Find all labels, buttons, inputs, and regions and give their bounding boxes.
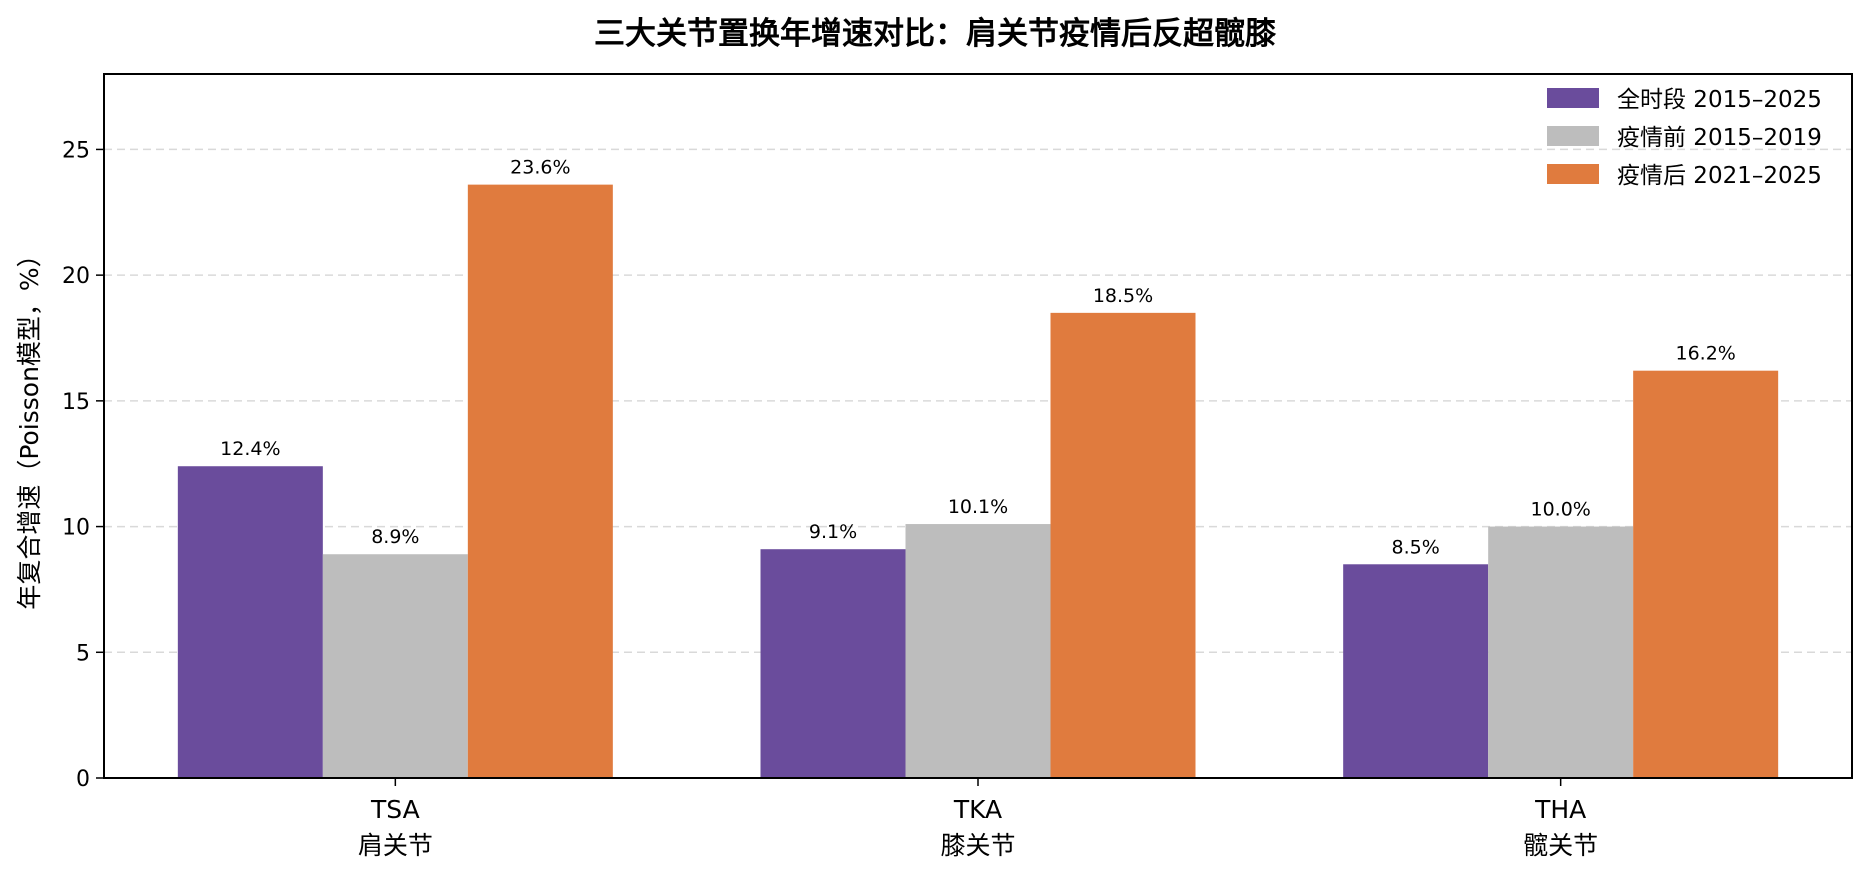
- x-tick-label-name: 膝关节: [940, 831, 1015, 860]
- legend-swatch: [1547, 164, 1599, 184]
- bar-value-label: 10.1%: [948, 496, 1008, 518]
- y-tick-label: 5: [76, 641, 90, 666]
- bar-value-label: 9.1%: [809, 521, 857, 543]
- y-tick-label: 10: [62, 516, 90, 541]
- x-tick-label-name: 髋关节: [1523, 831, 1598, 860]
- bar-value-label: 23.6%: [510, 157, 570, 179]
- x-tick-label-code: TSA: [370, 795, 420, 824]
- y-axis-label: 年复合增速（Poisson模型，%）: [15, 242, 44, 609]
- bar: [1343, 564, 1489, 778]
- legend-label: 疫情前 2015–2019: [1617, 125, 1822, 151]
- x-tick-label-code: THA: [1534, 795, 1586, 824]
- legend-swatch: [1547, 126, 1599, 146]
- bar-value-label: 8.5%: [1392, 536, 1440, 558]
- bar: [1050, 312, 1196, 778]
- bar: [905, 524, 1051, 778]
- bar-value-label: 18.5%: [1093, 285, 1153, 307]
- bar: [322, 554, 468, 778]
- bars: [177, 184, 1779, 779]
- legend-swatch: [1547, 88, 1599, 108]
- data-labels: 12.4% 8.9% 23.6% 9.1% 10.1% 18.5% 8.5% 10.0% 16.…: [220, 157, 1736, 559]
- legend: 全时段 2015–2025 疫情前 2015–2019 疫情后 2021–2025: [1547, 87, 1822, 189]
- bar-value-label: 8.9%: [371, 526, 419, 548]
- y-tick-label: 0: [76, 767, 90, 792]
- bar: [467, 184, 613, 779]
- y-axis-ticks: 0 5 10 15 20 25: [62, 138, 104, 792]
- bar-value-label: 12.4%: [220, 438, 280, 460]
- x-tick-label-code: TKA: [953, 795, 1002, 824]
- y-tick-label: 15: [62, 390, 90, 415]
- bar-value-label: 10.0%: [1530, 499, 1590, 521]
- legend-label: 全时段 2015–2025: [1617, 87, 1822, 113]
- x-axis-ticks: TSA 肩关节 TKA 膝关节 THA 髋关节: [358, 778, 1598, 860]
- bar: [760, 549, 906, 778]
- bar-value-label: 16.2%: [1675, 343, 1735, 365]
- x-tick-label-name: 肩关节: [358, 831, 433, 860]
- bar: [177, 466, 323, 778]
- legend-label: 疫情后 2021–2025: [1617, 163, 1822, 189]
- bar: [1633, 370, 1779, 778]
- chart-title: 三大关节置换年增速对比：肩关节疫情后反超髋膝: [594, 16, 1277, 52]
- bar: [1488, 526, 1634, 778]
- y-tick-label: 25: [62, 138, 90, 163]
- y-tick-label: 20: [62, 264, 90, 289]
